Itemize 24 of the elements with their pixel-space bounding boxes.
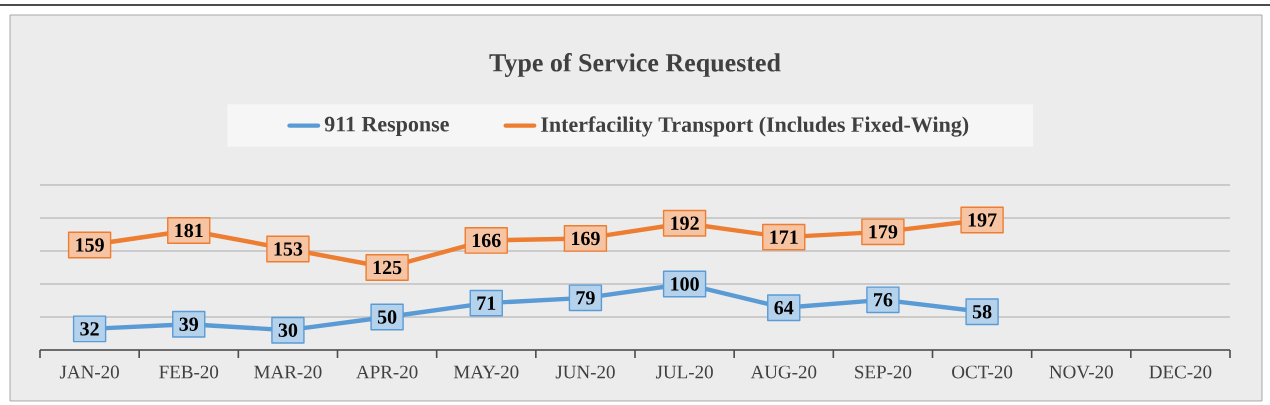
data-label: 71 xyxy=(477,296,496,310)
x-tick-label: DEC-20 xyxy=(1149,365,1212,379)
x-tick-label: MAY-20 xyxy=(453,365,519,379)
data-label: 76 xyxy=(874,293,893,307)
x-tick-label: JUN-20 xyxy=(555,365,615,379)
x-tick-label: OCT-20 xyxy=(952,365,1013,379)
data-label: 32 xyxy=(80,322,99,336)
data-label: 30 xyxy=(278,323,298,337)
data-label: 39 xyxy=(179,317,199,331)
x-tick-label: FEB-20 xyxy=(159,365,219,379)
data-label: 50 xyxy=(377,310,397,324)
x-tick-label: NOV-20 xyxy=(1049,365,1113,379)
data-label: 58 xyxy=(972,304,992,319)
x-tick-label: MAR-20 xyxy=(254,365,322,379)
legend-label: Interfacility Transport (Includes Fixed-Wing) xyxy=(541,116,969,137)
x-tick-label: JAN-20 xyxy=(59,365,119,379)
chart-title: Type of Service Requested xyxy=(489,53,781,77)
data-label: 64 xyxy=(774,301,794,315)
data-label: 79 xyxy=(576,291,595,305)
x-tick-label: JUL-20 xyxy=(655,365,713,379)
x-tick-label: SEP-20 xyxy=(855,365,912,379)
x-tick-label: APR-20 xyxy=(356,365,418,379)
legend-label: 911 Response xyxy=(324,116,449,137)
x-tick-label: AUG-20 xyxy=(750,365,817,379)
